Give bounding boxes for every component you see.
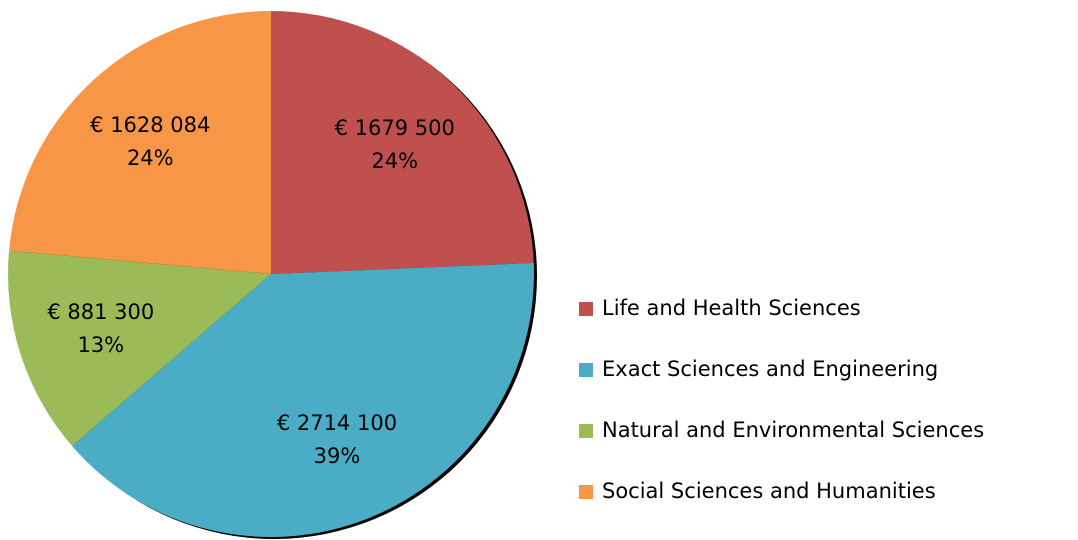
value-label: € 2714 100 — [277, 411, 397, 435]
legend-swatch — [579, 302, 593, 316]
value-label: € 1679 500 — [335, 116, 455, 140]
percent-label: 39% — [314, 444, 361, 468]
percent-label: 24% — [127, 146, 174, 170]
legend-label: Natural and Environmental Sciences — [602, 418, 984, 442]
pie-slice — [72, 262, 534, 537]
percent-label: 13% — [77, 333, 124, 357]
pie-slice — [9, 11, 272, 274]
legend-label: Exact Sciences and Engineering — [602, 357, 938, 381]
legend-swatch — [579, 363, 593, 377]
legend-swatch — [579, 485, 593, 499]
legend-label: Social Sciences and Humanities — [602, 479, 936, 503]
value-label: € 881 300 — [47, 300, 154, 324]
value-label: € 1628 084 — [90, 113, 210, 137]
legend-swatch — [579, 424, 593, 438]
legend-label: Life and Health Sciences — [602, 296, 861, 320]
pie-slice — [7, 250, 271, 447]
percent-label: 24% — [371, 149, 418, 173]
pie-slice — [271, 11, 534, 274]
